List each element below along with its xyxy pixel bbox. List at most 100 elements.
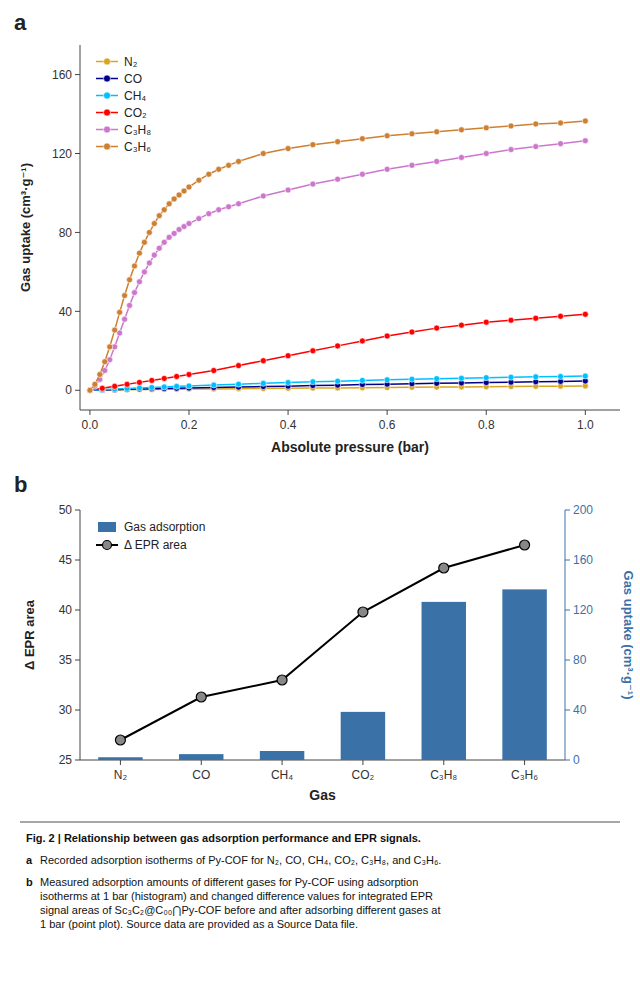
series-marker xyxy=(310,348,316,354)
y2-tick-label: 200 xyxy=(573,503,593,517)
series-marker xyxy=(508,317,514,323)
x-tick xyxy=(524,760,525,765)
y-axis-line xyxy=(80,45,81,410)
legend: Gas adsorptionΔ EPR area xyxy=(90,514,220,558)
series-marker xyxy=(310,379,316,385)
series-marker xyxy=(533,144,539,150)
y2-tick-label: 80 xyxy=(573,653,587,667)
x-tick xyxy=(201,760,202,765)
legend-swatch xyxy=(98,522,116,532)
x-tick-label: C₃H₆ xyxy=(511,768,538,782)
caption-text: Measured adsorption amounts of different… xyxy=(40,876,440,930)
series-marker xyxy=(131,290,137,296)
bar xyxy=(260,751,304,760)
series-marker xyxy=(335,139,341,145)
series-marker xyxy=(115,735,125,745)
series-marker xyxy=(310,181,316,187)
series-marker xyxy=(236,201,242,207)
series-marker xyxy=(359,377,365,383)
y-tick xyxy=(75,232,80,233)
series-marker xyxy=(335,343,341,349)
series-marker xyxy=(146,229,152,235)
legend-swatch xyxy=(104,92,111,99)
series-marker xyxy=(533,374,539,380)
panel-b: bN₂COCH₄CO₂C₃H₈C₃H₆253035404550040801201… xyxy=(14,472,636,803)
y-tick-label: 120 xyxy=(52,147,72,161)
series-marker xyxy=(458,322,464,328)
y-tick xyxy=(75,390,80,391)
x-tick-label: 0.2 xyxy=(181,418,198,432)
series-marker xyxy=(533,121,539,127)
series-marker xyxy=(582,373,588,379)
series-marker xyxy=(483,319,489,325)
x-tick xyxy=(188,410,189,415)
series-marker xyxy=(359,338,365,344)
series-marker xyxy=(285,187,291,193)
legend-swatch xyxy=(104,75,111,82)
series-marker xyxy=(260,193,266,199)
bar xyxy=(341,712,385,760)
series-marker xyxy=(156,245,162,251)
y-tick xyxy=(75,760,80,761)
series-marker xyxy=(136,250,142,256)
series-marker xyxy=(161,239,167,245)
x-tick xyxy=(387,410,388,415)
x-tick xyxy=(288,410,289,415)
figure: a0.00.20.40.60.81.004080120160Absolute p… xyxy=(0,0,640,1005)
series-marker xyxy=(434,158,440,164)
series-marker xyxy=(156,213,162,219)
series-marker xyxy=(87,387,93,393)
series-marker xyxy=(196,692,206,702)
legend: N₂COCH₄CO₂C₃H₈C₃H₆ xyxy=(90,49,168,159)
plot-area xyxy=(87,118,588,393)
legend-label: C₃H₆ xyxy=(124,140,151,154)
series-marker xyxy=(508,147,514,153)
y2-tick-label: 160 xyxy=(573,553,593,567)
series-marker xyxy=(127,302,133,308)
series-marker xyxy=(483,375,489,381)
series-marker xyxy=(161,375,167,381)
series-marker xyxy=(161,207,167,213)
y2-tick xyxy=(565,660,570,661)
bar xyxy=(179,754,223,760)
series-marker xyxy=(181,188,187,194)
series-marker xyxy=(409,162,415,168)
series-marker xyxy=(171,196,177,202)
legend-label: CO xyxy=(124,72,142,86)
caption-separator xyxy=(20,822,620,823)
series-marker xyxy=(260,358,266,364)
series-marker xyxy=(211,382,217,388)
series-marker xyxy=(136,386,142,392)
series-marker xyxy=(434,129,440,135)
series-marker xyxy=(87,387,93,393)
x-tick xyxy=(89,410,90,415)
series-line xyxy=(90,141,585,391)
series-marker xyxy=(136,379,142,385)
series-marker xyxy=(458,375,464,381)
series-marker xyxy=(434,325,440,331)
series-marker xyxy=(533,315,539,321)
plot-area xyxy=(98,540,547,760)
series-marker xyxy=(131,263,137,269)
bar xyxy=(422,602,466,760)
caption-line: signal areas of Sc₃C₂@C₀₀⋂Py-COF before … xyxy=(40,904,440,917)
caption-text: Recorded adsorption isotherms of Py-COF … xyxy=(40,854,441,866)
x-tick-label: 1.0 xyxy=(577,418,594,432)
y2-tick xyxy=(565,510,570,511)
panel-label: a xyxy=(14,10,27,35)
series-marker xyxy=(211,368,217,374)
series-marker xyxy=(226,204,232,210)
series-marker xyxy=(87,387,93,393)
y-tick-label: 40 xyxy=(59,305,73,319)
series-marker xyxy=(151,221,157,227)
series-marker xyxy=(112,327,118,333)
series-marker xyxy=(359,171,365,177)
series-marker xyxy=(216,166,222,172)
legend-swatch xyxy=(104,143,111,150)
panel-a: a0.00.20.40.60.81.004080120160Absolute p… xyxy=(14,10,620,455)
series-marker xyxy=(107,344,113,350)
legend-swatch xyxy=(103,541,112,550)
series-marker xyxy=(124,381,130,387)
x-tick-label: C₃H₈ xyxy=(430,768,457,782)
series-marker xyxy=(558,313,564,319)
